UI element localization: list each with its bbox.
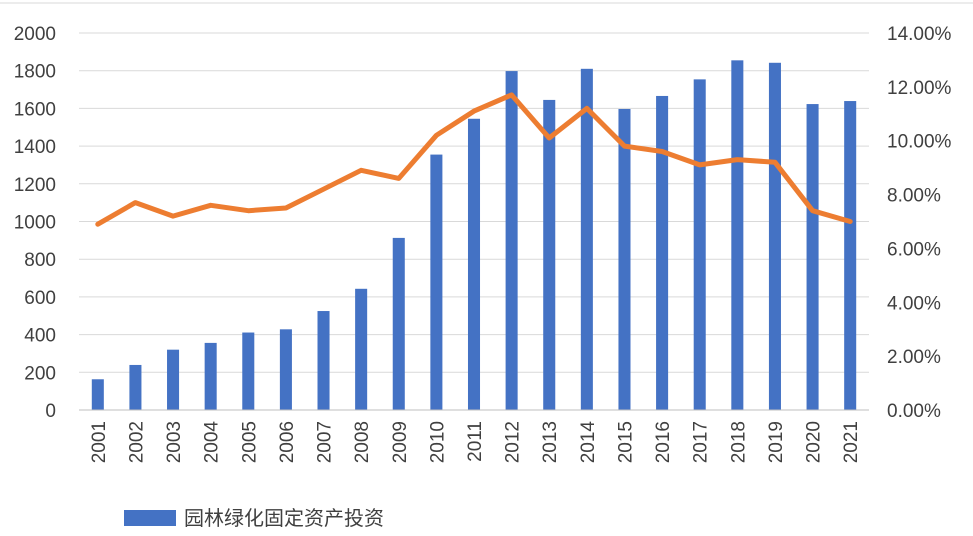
bar — [91, 379, 104, 410]
x-tick-label: 2012 — [503, 421, 524, 463]
x-axis: 2001 2002 2003 2004 2005 2006 2007 2008 2009 2010… — [89, 421, 862, 464]
legend-swatch-investment — [124, 510, 176, 526]
right-tick-label: 6.00% — [887, 239, 941, 260]
bar — [430, 154, 443, 410]
right-tick-label: 2.00% — [887, 347, 941, 368]
left-tick-label: 1000 — [14, 213, 56, 234]
x-tick-label: 2004 — [202, 421, 223, 464]
bar — [844, 101, 857, 411]
x-tick-label: 2005 — [239, 421, 260, 463]
left-tick-label: 400 — [24, 326, 56, 347]
left-tick-label: 200 — [24, 363, 56, 384]
left-tick-label: 800 — [24, 250, 56, 271]
x-tick-label: 2017 — [691, 421, 712, 463]
right-tick-label: 4.00% — [887, 293, 941, 314]
right-tick-label: 8.00% — [887, 186, 941, 207]
x-tick-label: 2001 — [89, 421, 110, 463]
bar — [693, 79, 706, 410]
x-tick-label: 2016 — [653, 421, 674, 463]
bar — [167, 349, 180, 410]
left-tick-label: 1200 — [14, 175, 56, 196]
right-tick-label: 0.00% — [887, 401, 941, 422]
left-tick-label: 0 — [45, 401, 56, 422]
bar — [768, 62, 781, 411]
bar — [242, 332, 255, 410]
right-tick-label: 12.00% — [887, 78, 952, 99]
x-tick-label: 2014 — [578, 421, 599, 464]
left-tick-label: 2000 — [14, 24, 56, 45]
right-tick-label: 10.00% — [887, 132, 952, 153]
x-tick-label: 2006 — [277, 421, 298, 463]
bar — [656, 95, 669, 411]
right-axis: 0.00% 2.00% 4.00% 6.00% 8.00% 10.00% 12.00% 14.… — [887, 24, 952, 422]
bar-series — [91, 60, 857, 411]
x-tick-label: 2011 — [465, 421, 486, 462]
bar — [505, 71, 518, 411]
left-tick-label: 1800 — [14, 62, 56, 83]
x-tick-label: 2019 — [766, 421, 787, 463]
bar — [392, 237, 405, 410]
bar — [618, 108, 631, 410]
x-tick-label: 2015 — [615, 421, 636, 463]
legend-label-investment: 园林绿化固定资产投资 — [184, 506, 384, 530]
bar — [129, 364, 142, 410]
bar — [355, 288, 368, 410]
left-axis: 0 200 400 600 800 1000 1200 1400 1600 1800 2000 — [14, 24, 56, 422]
right-tick-label: 14.00% — [887, 24, 952, 45]
x-tick-label: 2002 — [126, 421, 147, 463]
x-tick-label: 2010 — [427, 421, 448, 463]
x-tick-label: 2009 — [390, 421, 411, 463]
left-tick-label: 1400 — [14, 137, 56, 158]
bar — [731, 60, 744, 411]
x-tick-label: 2007 — [315, 421, 336, 463]
x-tick-label: 2021 — [841, 421, 862, 463]
legend: 园林绿化固定资产投资 — [124, 506, 384, 530]
left-tick-label: 600 — [24, 288, 56, 309]
bar — [543, 99, 556, 410]
x-tick-label: 2003 — [164, 421, 185, 463]
line-series — [95, 92, 853, 227]
x-tick-label: 2013 — [540, 421, 561, 463]
x-tick-label: 2008 — [352, 421, 373, 463]
bar — [317, 311, 330, 410]
bar — [806, 104, 819, 410]
x-tick-label: 2018 — [728, 421, 749, 463]
x-tick-label: 2020 — [804, 421, 825, 463]
bar — [279, 329, 292, 410]
left-tick-label: 1600 — [14, 99, 56, 120]
bar — [580, 68, 593, 410]
bar — [467, 118, 481, 410]
bar — [204, 342, 217, 410]
